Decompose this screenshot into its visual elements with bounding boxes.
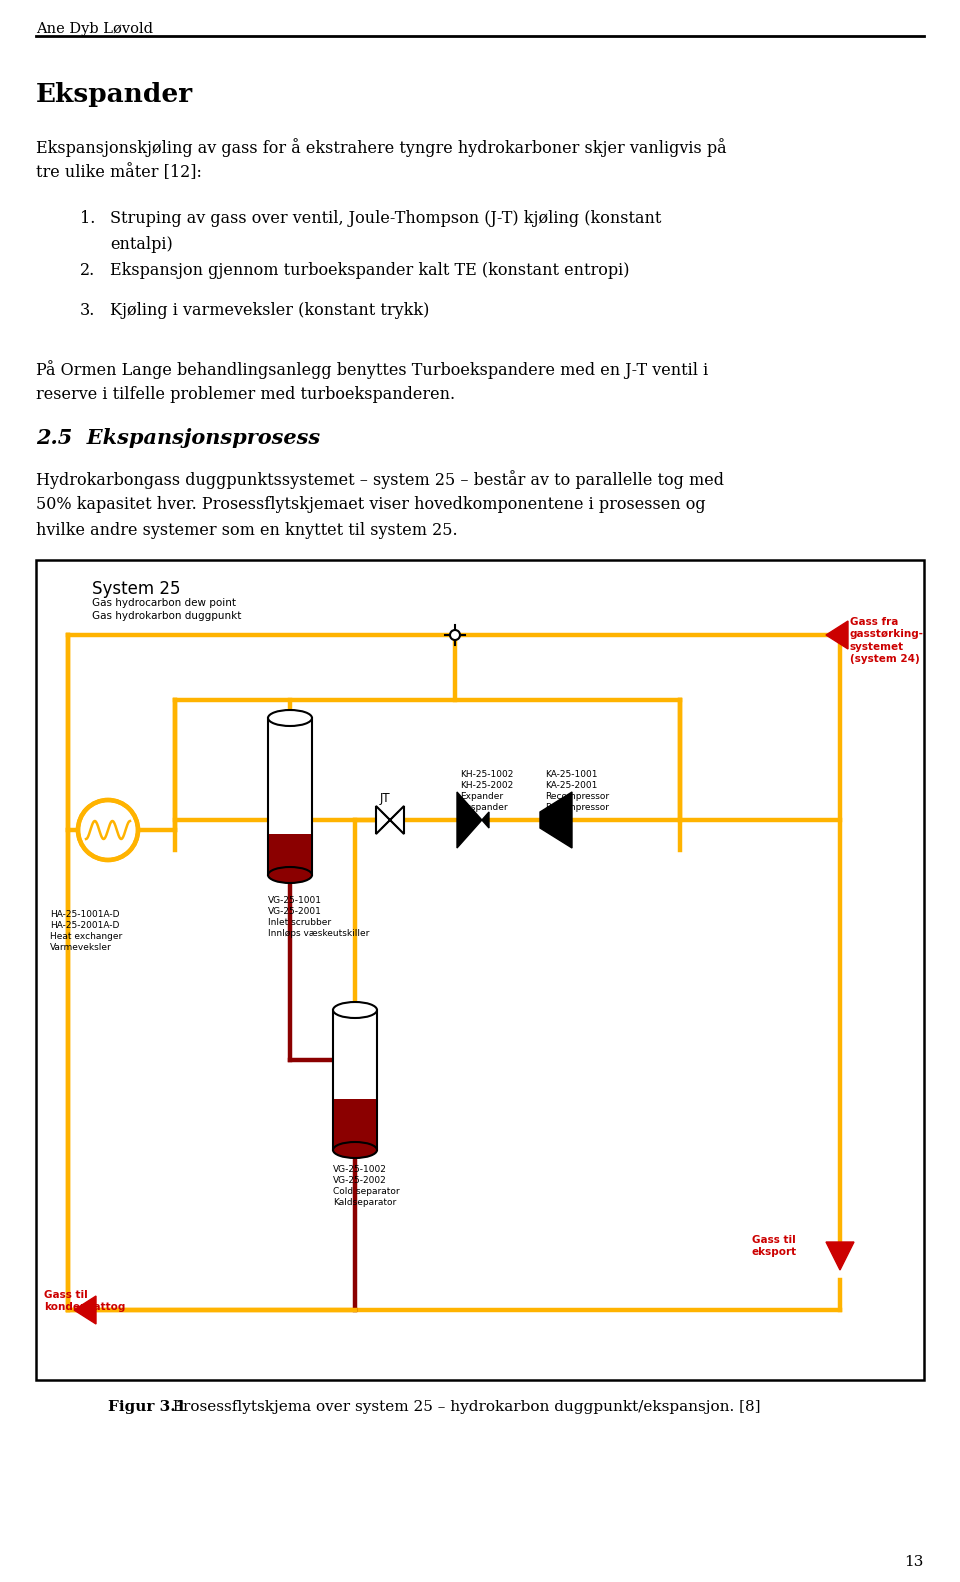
Text: Ane Dyb Løvold: Ane Dyb Løvold [36,22,153,36]
Text: Gas hydrocarbon dew point: Gas hydrocarbon dew point [92,598,236,607]
Bar [268,718,312,875]
Text: Gas hydrokarbon duggpunkt: Gas hydrokarbon duggpunkt [92,611,241,622]
Circle shape [450,630,460,641]
Text: 3.: 3. [80,302,95,320]
Text: reserve i tilfelle problemer med turboekspanderen.: reserve i tilfelle problemer med turboek… [36,386,455,403]
Ellipse shape [333,1142,377,1158]
Text: Ekspansjon gjennom turboekspander kalt TE (konstant entropi): Ekspansjon gjennom turboekspander kalt T… [110,263,630,278]
Text: Figur 3.1: Figur 3.1 [108,1400,186,1414]
Bar [334,1099,376,1149]
Circle shape [78,800,138,861]
Text: KA-25-1001
KA-25-2001
Recompressor
Rekompressor: KA-25-1001 KA-25-2001 Recompressor Rekom… [545,770,610,812]
Text: KH-25-1002
KH-25-2002
Expander
Ekspander: KH-25-1002 KH-25-2002 Expander Ekspander [460,770,514,812]
Text: 50% kapasitet hver. Prosessflytskjemaet viser hovedkomponentene i prosessen og: 50% kapasitet hver. Prosessflytskjemaet … [36,497,706,513]
Text: På Ormen Lange behandlingsanlegg benyttes Turboekspandere med en J-T ventil i: På Ormen Lange behandlingsanlegg benytte… [36,361,708,380]
Ellipse shape [268,867,312,883]
Bar [269,834,311,873]
Ellipse shape [333,1001,377,1017]
Text: 13: 13 [904,1555,924,1569]
Text: tre ulike måter [12]:: tre ulike måter [12]: [36,165,202,180]
Text: Ekspansjonskjøling av gass for å ekstrahere tyngre hydrokarboner skjer vanligvis: Ekspansjonskjøling av gass for å ekstrah… [36,138,727,157]
Polygon shape [457,793,489,848]
Bar [36,560,924,1380]
Text: 2.5  Ekspansjonsprosess: 2.5 Ekspansjonsprosess [36,429,320,448]
Text: JT: JT [380,793,391,805]
Text: VG-25-1002
VG-25-2002
Cold separator
Kaldseparator: VG-25-1002 VG-25-2002 Cold separator Kal… [333,1164,399,1207]
Text: 2.: 2. [80,263,95,278]
Text: System 25: System 25 [92,581,180,598]
Text: Hydrokarbongass duggpunktssystemet – system 25 – består av to parallelle tog med: Hydrokarbongass duggpunktssystemet – sys… [36,470,724,489]
Ellipse shape [268,710,312,726]
Text: Ekspander: Ekspander [36,82,193,108]
Text: Gass til
eksport: Gass til eksport [752,1236,797,1258]
Polygon shape [826,622,848,649]
Bar [333,1009,377,1150]
Polygon shape [376,805,404,834]
Text: Kjøling i varmeveksler (konstant trykk): Kjøling i varmeveksler (konstant trykk) [110,302,429,320]
Text: Gass til
kondensattog: Gass til kondensattog [44,1289,126,1313]
Text: Struping av gass over ventil, Joule-Thompson (J-T) kjøling (konstant: Struping av gass over ventil, Joule-Thom… [110,210,661,226]
Polygon shape [74,1296,96,1324]
Text: entalpi): entalpi) [110,236,173,253]
Polygon shape [540,793,572,848]
Text: HA-25-1001A-D
HA-25-2001A-D
Heat exchanger
Varmeveksler: HA-25-1001A-D HA-25-2001A-D Heat exchang… [50,910,122,952]
Text: 1.: 1. [80,210,95,226]
Polygon shape [826,1242,854,1270]
Text: Prosessflytskjema over system 25 – hydrokarbon duggpunkt/ekspansjon. [8]: Prosessflytskjema over system 25 – hydro… [163,1400,760,1414]
Text: hvilke andre systemer som en knyttet til system 25.: hvilke andre systemer som en knyttet til… [36,522,458,539]
Text: Gass fra
gasstørking-
systemet
(system 24): Gass fra gasstørking- systemet (system 2… [850,617,924,664]
Text: VG-25-1001
VG-25-2001
Inlet scrubber
Innløps væskeutskiller: VG-25-1001 VG-25-2001 Inlet scrubber Inn… [268,895,370,938]
